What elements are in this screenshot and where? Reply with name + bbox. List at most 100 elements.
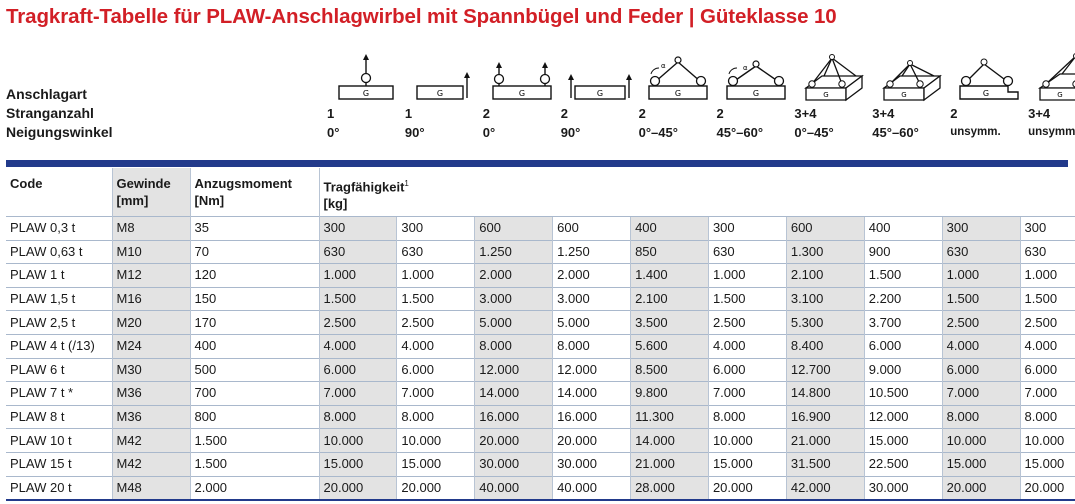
svg-text:G: G [752, 89, 758, 98]
cell-capacity: 8.000 [707, 404, 787, 429]
cell-capacity: 4.000 [1019, 333, 1075, 359]
cell-capacity: 2.500 [318, 310, 397, 335]
cell-capacity: 30.000 [552, 451, 631, 477]
method-angle: unsymm. [1028, 126, 1075, 138]
capacity-table: Code Gewinde [mm] Anzugsmoment [Nm] Tragfä… [6, 168, 1075, 502]
cell-capacity: 1.000 [707, 263, 787, 288]
cell-torque: 500 [189, 357, 319, 382]
cell-thread: M42 [111, 428, 190, 453]
method-strand-count: 2 [482, 106, 491, 121]
double-vertical-icon: G [483, 52, 563, 102]
cell-capacity: 42.000 [785, 475, 865, 502]
method-angle: 0° [482, 125, 496, 140]
cell-capacity: 10.000 [318, 428, 397, 453]
cell-capacity: 5.000 [474, 310, 553, 335]
cell-capacity: 14.000 [474, 381, 553, 406]
table-row: PLAW 2,5 t M20 170 2.500 2.500 5.000 5.000 3.50… [6, 310, 1075, 335]
method-strand-count: 2 [950, 106, 958, 121]
cell-code: PLAW 1,5 t [6, 286, 112, 311]
cell-capacity: 15.000 [396, 451, 475, 477]
table-row: PLAW 0,3 t M8 35 300 300 600 600 400 300 600 400 30… [6, 216, 1075, 241]
cell-capacity: 8.400 [785, 333, 865, 359]
table-row: PLAW 10 t M42 1.500 10.000 10.000 20.000 20.00… [6, 428, 1075, 453]
cell-capacity: 300 [318, 216, 397, 241]
method-strand-count: 3+4 [1028, 106, 1051, 121]
cell-code: PLAW 0,63 t [6, 239, 112, 264]
cell-torque: 120 [189, 263, 319, 288]
cell-capacity: 31.500 [785, 451, 865, 477]
cell-torque: 1.500 [189, 428, 319, 453]
cell-capacity: 6.000 [863, 333, 943, 359]
cell-capacity: 1.400 [630, 263, 709, 288]
cell-thread: M42 [111, 451, 190, 477]
cell-code: PLAW 6 t [6, 357, 112, 382]
cell-capacity: 10.000 [941, 428, 1021, 453]
cell-capacity: 6.000 [318, 357, 397, 382]
cell-capacity: 11.300 [630, 404, 709, 429]
cell-capacity: 20.000 [474, 428, 553, 453]
cell-capacity: 9.000 [863, 357, 943, 382]
cell-capacity: 15.000 [1019, 451, 1075, 477]
cell-capacity: 1.500 [863, 263, 943, 288]
table-row: PLAW 4 t (/13) M24 400 4.000 4.000 8.000 8.000… [6, 333, 1075, 359]
cell-capacity: 2.100 [630, 286, 709, 311]
table-row: PLAW 6 t M30 500 6.000 6.000 12.000 12.000 8.50… [6, 357, 1075, 382]
cell-capacity: 12.700 [785, 357, 865, 382]
cell-capacity: 1.500 [941, 286, 1021, 311]
cell-capacity: 1.000 [318, 263, 397, 288]
four-leg-asym-icon: G [1028, 52, 1075, 102]
cell-capacity: 6.000 [941, 357, 1021, 382]
cell-capacity: 2.500 [941, 310, 1021, 335]
method-row-labels: Anschlagart Stranganzahl Neigungswinkel [6, 85, 113, 142]
cell-capacity: 7.000 [396, 381, 475, 406]
table-row: PLAW 8 t M36 800 8.000 8.000 16.000 16.000 11.3… [6, 404, 1075, 429]
cell-capacity: 300 [1019, 216, 1075, 241]
label-stranganzahl: Stranganzahl [6, 105, 94, 121]
method-angle: 90° [560, 125, 581, 140]
cell-capacity: 7.000 [318, 381, 397, 406]
svg-text:α: α [661, 62, 666, 70]
cell-capacity: 9.800 [630, 381, 709, 406]
cell-capacity: 20.000 [552, 428, 631, 453]
cell-capacity: 630 [396, 239, 475, 264]
two-leg-asym-icon: G [950, 52, 1030, 102]
cell-capacity: 20.000 [396, 475, 475, 502]
cell-capacity: 21.000 [785, 428, 865, 453]
cell-capacity: 40.000 [474, 475, 553, 502]
svg-text:G: G [674, 89, 680, 98]
cell-capacity: 14.800 [785, 381, 865, 406]
cell-capacity: 630 [1019, 239, 1075, 264]
table-row: PLAW 1,5 t M16 150 1.500 1.500 3.000 3.000 2.10… [6, 286, 1075, 311]
table-header-row: Code Gewinde [mm] Anzugsmoment [Nm] Tragfä… [6, 168, 1075, 217]
svg-text:G: G [363, 89, 369, 98]
cell-capacity: 5.600 [630, 333, 709, 359]
label-neigungswinkel: Neigungswinkel [6, 124, 113, 140]
cell-torque: 70 [189, 239, 319, 264]
cell-capacity: 12.000 [552, 357, 631, 382]
cell-capacity: 15.000 [863, 428, 943, 453]
cell-torque: 700 [189, 381, 319, 406]
cell-capacity: 2.500 [707, 310, 787, 335]
cell-capacity: 600 [785, 216, 865, 241]
cell-torque: 1.500 [189, 451, 319, 477]
cell-thread: M30 [111, 357, 190, 382]
cell-capacity: 2.500 [396, 310, 475, 335]
cell-capacity: 14.000 [630, 428, 709, 453]
svg-text:G: G [824, 91, 829, 99]
single-side-pull-icon: G [405, 52, 485, 102]
cell-capacity: 8.000 [1019, 404, 1075, 429]
cell-code: PLAW 20 t [6, 475, 112, 502]
cell-capacity: 600 [552, 216, 631, 241]
cell-capacity: 15.000 [318, 451, 397, 477]
svg-text:G: G [1057, 91, 1062, 99]
single-vertical-icon: G [327, 52, 407, 102]
svg-text:G: G [902, 91, 907, 99]
cell-capacity: 7.000 [707, 381, 787, 406]
cell-torque: 35 [189, 216, 319, 241]
table-row: PLAW 1 t M12 120 1.000 1.000 2.000 2.000 1.400 1… [6, 263, 1075, 288]
page-title: Tragkraft-Tabelle für PLAW-Anschlagwirbe… [6, 5, 837, 28]
svg-text:G: G [597, 89, 603, 98]
cell-capacity: 2.000 [474, 263, 553, 288]
method-strand-count: 3+4 [872, 106, 895, 121]
cell-capacity: 12.000 [474, 357, 553, 382]
